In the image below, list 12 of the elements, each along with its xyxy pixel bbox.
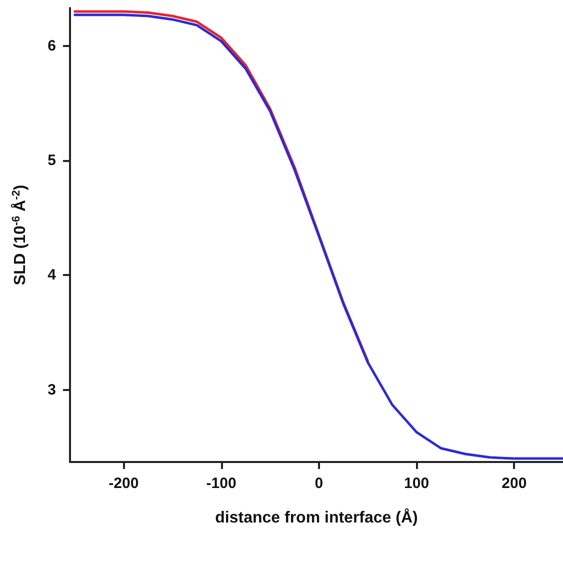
y-tick-label: 4 bbox=[48, 266, 57, 284]
x-tick-label: 100 bbox=[404, 475, 430, 492]
x-tick-label: 0 bbox=[314, 475, 324, 492]
y-tick-label: 5 bbox=[48, 152, 56, 169]
x-tick-label: -200 bbox=[108, 475, 139, 492]
line-series bbox=[74, 14, 563, 460]
x-tick-label: 200 bbox=[502, 475, 527, 492]
x-axis-title: distance from interface (Å) bbox=[215, 508, 418, 526]
x-tick-label: -100 bbox=[206, 475, 236, 492]
y-axis-title: SLD (10-6 Å-2) bbox=[10, 184, 29, 286]
y-tick-label: 6 bbox=[48, 37, 56, 54]
y-tick-label: 3 bbox=[48, 381, 56, 398]
